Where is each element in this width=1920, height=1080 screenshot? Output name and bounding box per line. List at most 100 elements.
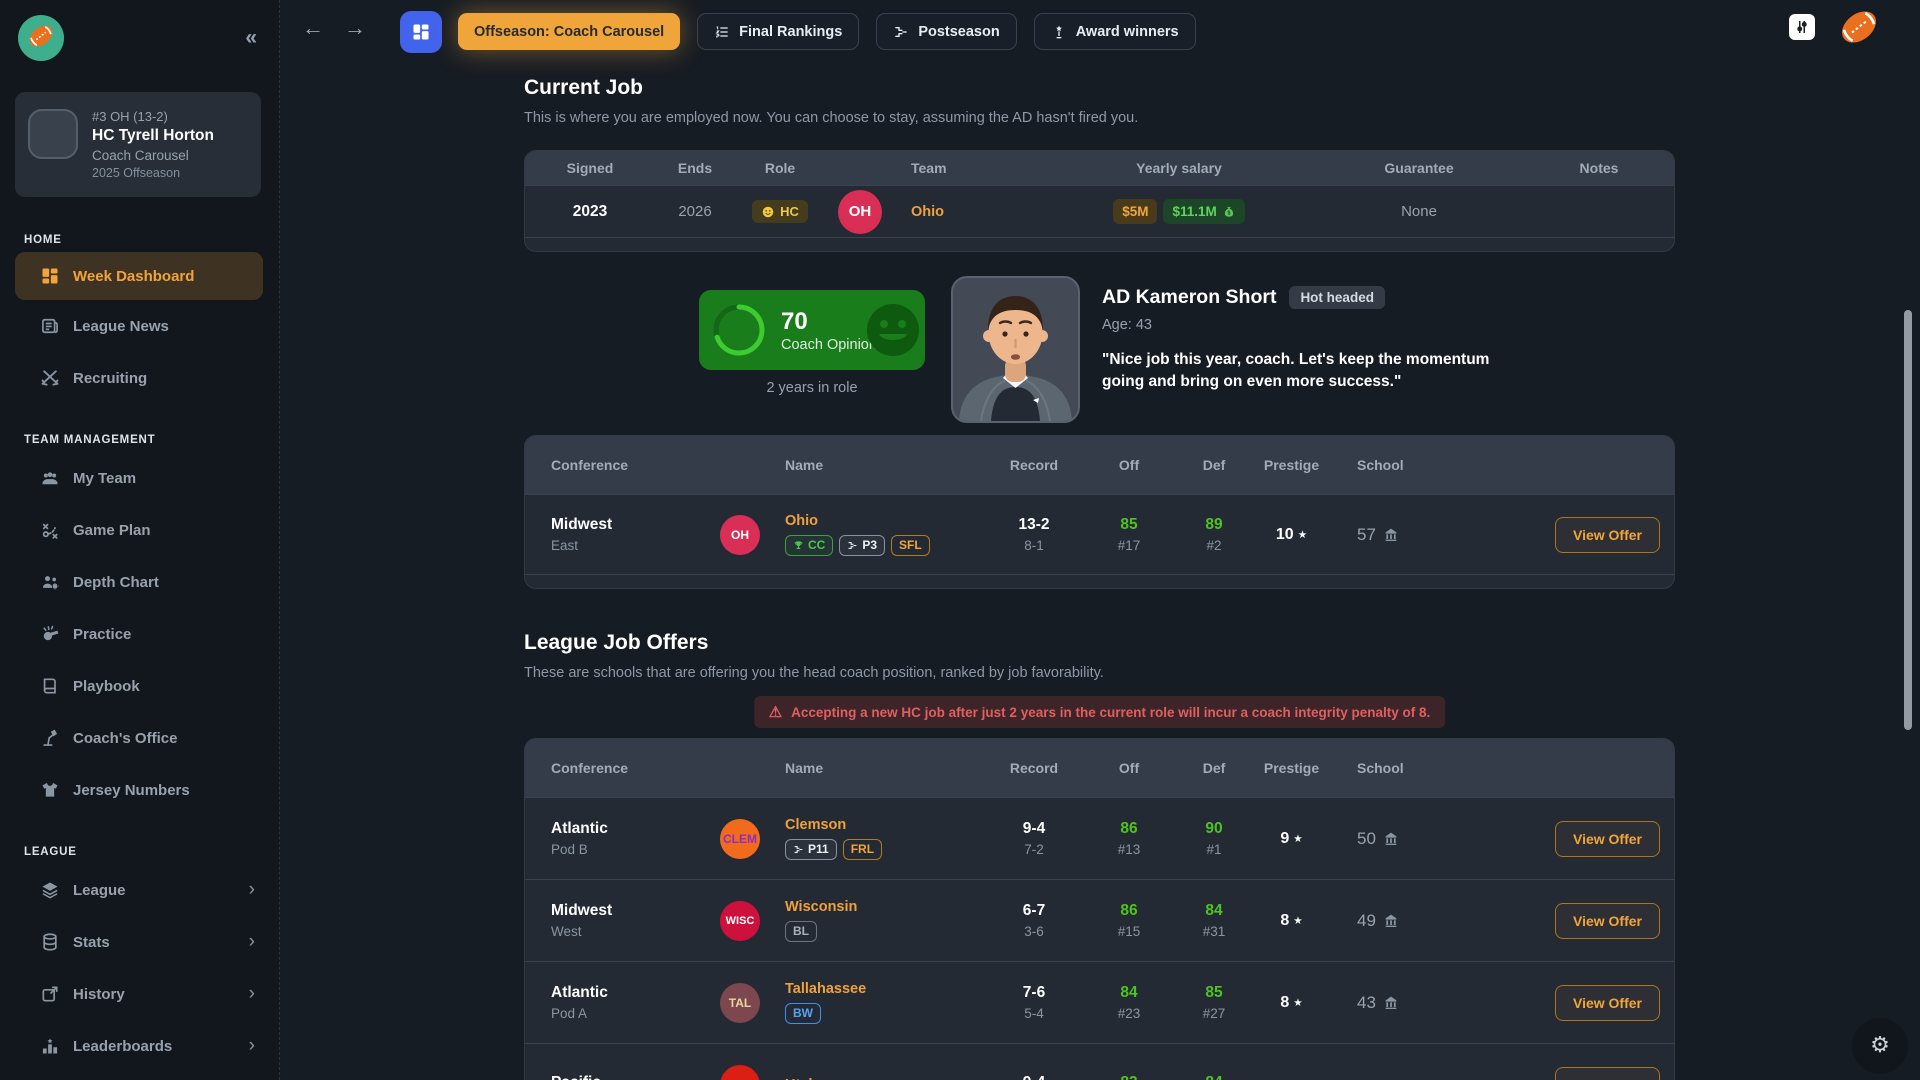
col-notes: Notes bbox=[1579, 160, 1619, 176]
profile-card[interactable]: #3 OH (13-2) HC Tyrell Horton Coach Caro… bbox=[15, 92, 261, 197]
sidebar-item-label: History bbox=[73, 985, 125, 1003]
bracket-icon bbox=[794, 845, 803, 854]
depth-chart-icon bbox=[40, 572, 60, 592]
football-menu-button[interactable] bbox=[1836, 6, 1882, 48]
col-name: Name bbox=[785, 760, 824, 776]
def-rating: 84 bbox=[1205, 902, 1223, 919]
team-name: Wisconsin bbox=[785, 899, 858, 915]
dashboard-home-button[interactable] bbox=[400, 11, 442, 53]
school-icon bbox=[1385, 996, 1397, 1009]
sidebar-item-depth-chart[interactable]: Depth Chart bbox=[0, 556, 279, 608]
sidebar-item-league[interactable]: League › bbox=[0, 864, 279, 916]
sidebar-item-recruiting[interactable]: Recruiting bbox=[0, 352, 279, 404]
conference-name: Pacific bbox=[551, 1074, 695, 1080]
forward-button[interactable]: → bbox=[344, 15, 366, 40]
overall-record: 6-7 bbox=[1022, 902, 1046, 919]
ad-section: 70 Coach Opinion 2 years in role bbox=[524, 276, 1675, 446]
conference-name: Midwest bbox=[551, 516, 613, 533]
table-footer bbox=[525, 574, 1674, 588]
view-offer-button[interactable]: View Offer bbox=[1555, 984, 1660, 1021]
sidebar-item-jersey-numbers[interactable]: Jersey Numbers bbox=[0, 764, 279, 816]
sidebar-item-playbook[interactable]: Playbook bbox=[0, 660, 279, 712]
off-rating: 84 bbox=[1120, 984, 1138, 1001]
salary-badge: $5M bbox=[1113, 199, 1158, 224]
sidebar-item-coachs-office[interactable]: Coach's Office bbox=[0, 712, 279, 764]
tab-final-rankings[interactable]: Final Rankings bbox=[697, 13, 860, 50]
team-name: Tallahassee bbox=[785, 981, 867, 997]
section-label-home: HOME bbox=[24, 234, 62, 246]
ranked-list-icon bbox=[715, 26, 728, 38]
tab-offseason-coach-carousel[interactable]: Offseason: Coach Carousel bbox=[458, 13, 681, 50]
ad-age: Age: 43 bbox=[1102, 317, 1152, 333]
name-cell: Ohio CC P3 SFL bbox=[785, 513, 984, 556]
football-logo-icon bbox=[24, 19, 58, 58]
col-prestige: Prestige bbox=[1263, 760, 1320, 776]
tab-award-winners[interactable]: Award winners bbox=[1033, 13, 1196, 50]
game-mode: Coach Carousel bbox=[92, 148, 189, 163]
opinion-text: 70 Coach Opinion bbox=[781, 308, 877, 353]
col-guarantee: Guarantee bbox=[1384, 160, 1454, 176]
def-rank: #1 bbox=[1206, 842, 1222, 857]
tab-postseason[interactable]: Postseason bbox=[876, 13, 1017, 50]
current-job-subtitle: This is where you are employed now. You … bbox=[524, 110, 1139, 126]
def-rank: #31 bbox=[1202, 924, 1226, 939]
jersey-icon bbox=[40, 780, 60, 800]
ad-trait-badge: Hot headed bbox=[1289, 286, 1385, 309]
app-logo[interactable] bbox=[18, 15, 64, 61]
conference-record: 3-6 bbox=[1024, 924, 1044, 939]
tenure-label: 2 years in role bbox=[766, 380, 858, 396]
sidebar-item-leaderboards[interactable]: Leaderboards › bbox=[0, 1020, 279, 1072]
sidebar-item-label: Recruiting bbox=[73, 369, 148, 387]
table-footer bbox=[525, 237, 1674, 251]
sidebar-item-my-team[interactable]: My Team bbox=[0, 452, 279, 504]
tab-label: Offseason: Coach Carousel bbox=[474, 23, 665, 40]
sidebar-item-stats[interactable]: Stats › bbox=[0, 916, 279, 968]
guarantee-cell: None bbox=[1401, 203, 1437, 220]
ends-year: 2026 bbox=[678, 203, 712, 220]
filters-button[interactable] bbox=[1789, 14, 1815, 40]
role-badge: HC bbox=[752, 200, 808, 223]
sidebar-item-history[interactable]: History › bbox=[0, 968, 279, 1020]
chevron-right-icon: › bbox=[248, 983, 255, 1004]
sidebar-item-game-plan[interactable]: Game Plan bbox=[0, 504, 279, 556]
view-offer-button[interactable]: View Offer bbox=[1555, 902, 1660, 939]
view-offer-button[interactable]: View Offer bbox=[1555, 1066, 1660, 1080]
view-offer-button[interactable]: View Offer bbox=[1555, 516, 1660, 553]
sidebar-item-league-news[interactable]: League News bbox=[0, 300, 279, 352]
sidebar-item-label: Game Plan bbox=[73, 521, 151, 539]
def-rating: 84 bbox=[1205, 1074, 1222, 1080]
playoff-seed-badge: P11 bbox=[785, 839, 837, 860]
league-badge: FRL bbox=[842, 839, 883, 860]
ad-portrait bbox=[951, 276, 1080, 423]
role-cell: HC bbox=[735, 200, 825, 223]
smiley-icon bbox=[867, 304, 919, 356]
sidebar-item-label: Playbook bbox=[73, 677, 140, 695]
sidebar-item-week-dashboard[interactable]: Week Dashboard bbox=[15, 252, 263, 300]
sidebar-item-label: Leaderboards bbox=[73, 1037, 173, 1055]
integrity-warning: ⚠ Accepting a new HC job after just 2 ye… bbox=[753, 696, 1446, 728]
coach-opinion-card: 70 Coach Opinion bbox=[699, 290, 925, 370]
col-off: Off bbox=[1118, 457, 1140, 473]
settings-gear-icon[interactable]: ⚙ bbox=[1866, 1031, 1894, 1059]
off-cell: 85 #17 bbox=[1084, 516, 1174, 553]
school-icon bbox=[1385, 832, 1397, 845]
money-bag-icon: $ bbox=[1224, 206, 1233, 217]
sidebar-item-practice[interactable]: Practice bbox=[0, 608, 279, 660]
league-badge: SFL bbox=[891, 535, 930, 556]
overall-record: 9-4 bbox=[1022, 820, 1046, 837]
podium-icon bbox=[40, 1036, 60, 1056]
team-logo: OH bbox=[838, 189, 882, 234]
badge-label: BW bbox=[793, 1006, 813, 1020]
sidebar-nav: HOME Week Dashboard League News Recruiti… bbox=[0, 196, 279, 1072]
tab-label: Final Rankings bbox=[739, 23, 843, 40]
view-offer-button[interactable]: View Offer bbox=[1555, 820, 1660, 857]
off-rank: #17 bbox=[1117, 538, 1141, 553]
prestige-value: 8 bbox=[1280, 911, 1290, 929]
sidebar-collapse-button[interactable]: « bbox=[245, 26, 257, 49]
col-conference: Conference bbox=[551, 457, 629, 473]
col-off: Off bbox=[1118, 760, 1140, 776]
back-button[interactable]: ← bbox=[302, 15, 324, 40]
badge-label: P3 bbox=[862, 538, 878, 552]
col-def: Def bbox=[1202, 760, 1226, 776]
page-scrollbar[interactable] bbox=[1904, 310, 1912, 730]
